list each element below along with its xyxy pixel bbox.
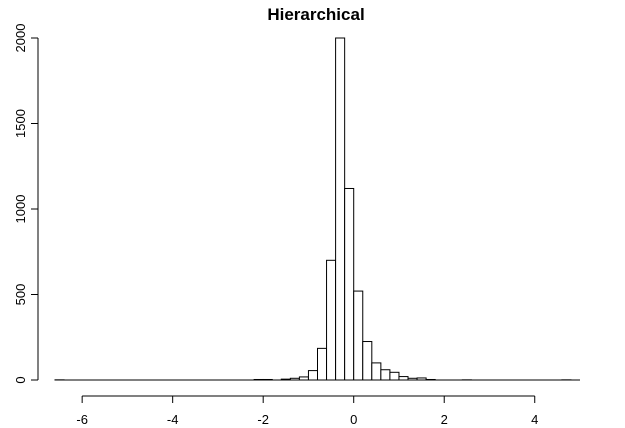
histogram-bar-19 — [425, 378, 436, 381]
histogram-bar-18 — [416, 377, 427, 381]
x-tick-label: -6 — [76, 412, 88, 427]
histogram-bar-10 — [344, 187, 355, 381]
y-tick-label: 500 — [13, 284, 28, 306]
histogram-bar-8 — [326, 259, 337, 381]
y-tick-label: 0 — [13, 376, 28, 383]
y-tick-label: 1500 — [13, 109, 28, 138]
x-tick-label: -4 — [167, 412, 179, 427]
histogram-bar-2 — [262, 378, 273, 381]
histogram-bar-14 — [380, 369, 391, 381]
histogram-bar-9 — [335, 37, 346, 381]
x-tick-label: -2 — [257, 412, 269, 427]
histogram-bar-5 — [298, 376, 309, 381]
histogram-bar-1 — [253, 378, 264, 381]
histogram-bar-11 — [353, 290, 364, 381]
histogram-bar-3 — [280, 378, 291, 381]
y-tick-label: 1000 — [13, 195, 28, 224]
chart-title: Hierarchical — [267, 5, 364, 24]
y-axis: 0 500 1000 1500 2000 — [13, 24, 39, 384]
histogram-bar-13 — [371, 362, 382, 381]
histogram-bar-16 — [398, 376, 409, 381]
histogram-bar-7 — [317, 347, 328, 381]
y-tick-label: 2000 — [13, 24, 28, 53]
histogram-bars — [54, 37, 580, 381]
histogram-bar-17 — [407, 377, 418, 381]
histogram-bar-12 — [362, 341, 373, 381]
x-tick-label: 4 — [531, 412, 538, 427]
x-tick-label: 0 — [350, 412, 357, 427]
x-axis: -6 -4 -2 0 2 4 — [76, 395, 538, 427]
histogram-bar-15 — [389, 371, 400, 381]
x-tick-label: 2 — [441, 412, 448, 427]
histogram-bar-6 — [307, 370, 318, 381]
histogram-bar-4 — [289, 377, 300, 381]
